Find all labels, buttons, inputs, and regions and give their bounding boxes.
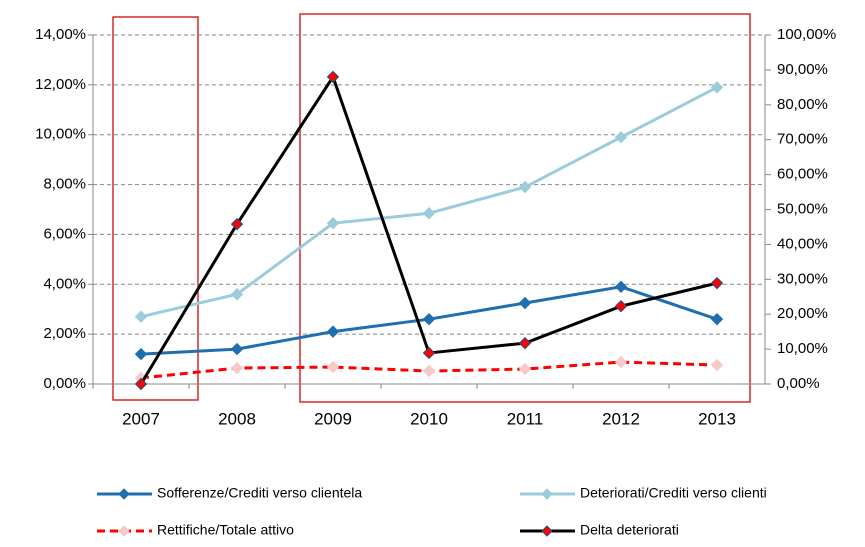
x-tick-label: 2010 bbox=[410, 409, 448, 428]
marker bbox=[134, 377, 148, 391]
x-tick-label: 2011 bbox=[507, 409, 544, 428]
marker bbox=[614, 355, 628, 369]
y-tick-label: 4,00% bbox=[43, 275, 86, 292]
legend-marker bbox=[541, 488, 553, 500]
y-tick-label: 10,00% bbox=[35, 126, 86, 143]
x-tick-label: 2012 bbox=[602, 409, 640, 428]
marker bbox=[230, 342, 244, 356]
y2-tick-label: 30,00% bbox=[777, 270, 828, 287]
y2-tick-label: 60,00% bbox=[777, 166, 828, 183]
marker bbox=[230, 217, 244, 231]
y-tick-label: 0,00% bbox=[43, 375, 86, 392]
marker bbox=[518, 296, 532, 310]
marker bbox=[422, 207, 436, 220]
series-line bbox=[139, 73, 718, 385]
marker bbox=[326, 325, 340, 338]
marker bbox=[518, 180, 532, 194]
legend-marker bbox=[541, 525, 553, 537]
legend-marker bbox=[118, 488, 130, 500]
highlight-box bbox=[112, 16, 199, 401]
y2-tick-label: 90,00% bbox=[777, 61, 828, 78]
y2-tick-label: 0,00% bbox=[777, 375, 820, 392]
x-tick-label: 2007 bbox=[122, 409, 160, 428]
y2-tick-label: 100,00% bbox=[777, 26, 836, 43]
y2-tick-label: 70,00% bbox=[777, 131, 828, 148]
marker bbox=[614, 130, 628, 144]
y2-tick-label: 80,00% bbox=[777, 96, 828, 113]
legend-label: Delta deteriorati bbox=[580, 522, 679, 538]
marker bbox=[710, 358, 724, 372]
y2-tick-label: 50,00% bbox=[777, 200, 828, 217]
marker bbox=[710, 312, 724, 326]
series-line bbox=[140, 86, 718, 319]
marker bbox=[230, 361, 244, 375]
marker bbox=[134, 347, 148, 361]
y-tick-label: 8,00% bbox=[43, 176, 86, 193]
highlight-box bbox=[299, 13, 751, 403]
legend-label: Deteriorati/Crediti verso clienti bbox=[580, 485, 767, 501]
marker bbox=[710, 81, 724, 94]
marker bbox=[518, 362, 532, 376]
y2-tick-label: 40,00% bbox=[777, 235, 828, 252]
marker bbox=[326, 360, 340, 374]
legend-label: Rettifiche/Totale attivo bbox=[157, 522, 294, 538]
x-tick-label: 2009 bbox=[314, 409, 352, 428]
legend-label: Sofferenze/Crediti verso clientela bbox=[157, 485, 362, 501]
y2-tick-label: 10,00% bbox=[777, 340, 828, 357]
marker bbox=[326, 217, 340, 230]
marker bbox=[710, 276, 724, 290]
y-tick-label: 14,00% bbox=[35, 26, 86, 43]
marker bbox=[518, 336, 532, 350]
y-tick-label: 12,00% bbox=[35, 76, 86, 93]
legend-marker bbox=[118, 525, 130, 537]
marker bbox=[422, 346, 436, 360]
marker bbox=[422, 312, 436, 326]
marker bbox=[614, 299, 628, 313]
y-tick-label: 2,00% bbox=[43, 325, 86, 342]
marker bbox=[230, 288, 244, 301]
marker bbox=[422, 364, 436, 378]
marker bbox=[614, 280, 628, 293]
x-tick-label: 2013 bbox=[698, 409, 736, 428]
y2-tick-label: 20,00% bbox=[777, 305, 828, 322]
marker bbox=[326, 70, 340, 84]
y-tick-label: 6,00% bbox=[43, 225, 86, 242]
marker bbox=[134, 310, 148, 323]
x-tick-label: 2008 bbox=[218, 409, 256, 428]
